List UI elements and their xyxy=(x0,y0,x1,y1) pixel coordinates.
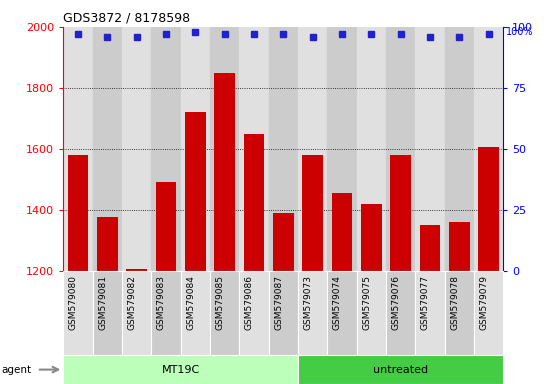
Bar xyxy=(273,213,294,384)
Bar xyxy=(92,271,122,355)
Bar xyxy=(210,271,239,355)
Bar xyxy=(415,27,444,271)
Text: GSM579081: GSM579081 xyxy=(98,275,107,330)
Text: GSM579078: GSM579078 xyxy=(450,275,459,330)
Bar xyxy=(63,271,92,355)
Text: GSM579084: GSM579084 xyxy=(186,275,195,330)
Bar xyxy=(151,271,180,355)
Bar xyxy=(92,27,122,271)
Text: MT19C: MT19C xyxy=(162,364,200,375)
Bar xyxy=(122,27,151,271)
Text: GDS3872 / 8178598: GDS3872 / 8178598 xyxy=(63,12,190,25)
Bar xyxy=(63,27,92,271)
Bar xyxy=(332,193,352,384)
Bar xyxy=(63,355,298,384)
Bar xyxy=(478,147,499,384)
Text: GSM579083: GSM579083 xyxy=(157,275,166,330)
Bar xyxy=(386,27,415,271)
Text: GSM579080: GSM579080 xyxy=(69,275,78,330)
Bar xyxy=(449,222,470,384)
Bar xyxy=(444,27,474,271)
Text: GSM579079: GSM579079 xyxy=(480,275,488,330)
Bar xyxy=(214,73,235,384)
Bar xyxy=(356,271,386,355)
Bar xyxy=(302,155,323,384)
Bar xyxy=(356,27,386,271)
Text: untreated: untreated xyxy=(373,364,428,375)
Bar xyxy=(298,355,503,384)
Bar xyxy=(210,27,239,271)
Bar xyxy=(474,271,503,355)
Bar xyxy=(97,217,118,384)
Bar xyxy=(298,27,327,271)
Text: GSM579075: GSM579075 xyxy=(362,275,371,330)
Bar xyxy=(361,204,382,384)
Bar xyxy=(298,271,327,355)
Bar xyxy=(151,27,180,271)
Bar xyxy=(268,271,298,355)
Bar xyxy=(327,271,356,355)
Text: GSM579077: GSM579077 xyxy=(421,275,430,330)
Bar xyxy=(180,271,210,355)
Bar xyxy=(327,27,356,271)
Text: GSM579082: GSM579082 xyxy=(128,275,136,330)
Text: GSM579087: GSM579087 xyxy=(274,275,283,330)
Text: GSM579074: GSM579074 xyxy=(333,275,342,330)
Bar xyxy=(185,112,206,384)
Bar xyxy=(122,271,151,355)
Bar xyxy=(420,225,440,384)
Text: agent: agent xyxy=(1,364,31,375)
Bar xyxy=(156,182,176,384)
Bar xyxy=(239,27,268,271)
Text: 100%: 100% xyxy=(506,27,534,37)
Bar xyxy=(386,271,415,355)
Bar xyxy=(180,27,210,271)
Bar xyxy=(444,271,474,355)
Text: GSM579073: GSM579073 xyxy=(304,275,312,330)
Text: GSM579076: GSM579076 xyxy=(392,275,400,330)
Bar xyxy=(68,155,88,384)
Bar xyxy=(474,27,503,271)
Bar xyxy=(390,155,411,384)
Bar xyxy=(268,27,298,271)
Text: GSM579085: GSM579085 xyxy=(216,275,224,330)
Text: GSM579086: GSM579086 xyxy=(245,275,254,330)
Bar xyxy=(126,269,147,384)
Bar xyxy=(415,271,444,355)
Bar xyxy=(239,271,268,355)
Bar xyxy=(244,134,264,384)
